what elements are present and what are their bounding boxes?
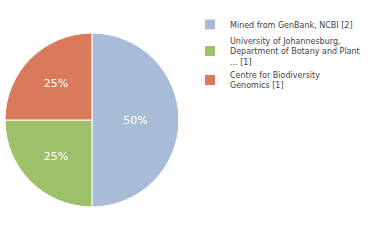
svg-text:25%: 25% — [44, 77, 68, 90]
svg-text:Centre for BiodiversityGenomic: Centre for BiodiversityGenomics [1] — [230, 71, 320, 90]
svg-text:Mined from GenBank, NCBI [2]: Mined from GenBank, NCBI [2] — [230, 21, 353, 30]
svg-text:University of Johannesburg,Dep: University of Johannesburg,Department of… — [230, 37, 360, 67]
svg-text:25%: 25% — [44, 150, 68, 163]
svg-text:50%: 50% — [123, 114, 147, 127]
